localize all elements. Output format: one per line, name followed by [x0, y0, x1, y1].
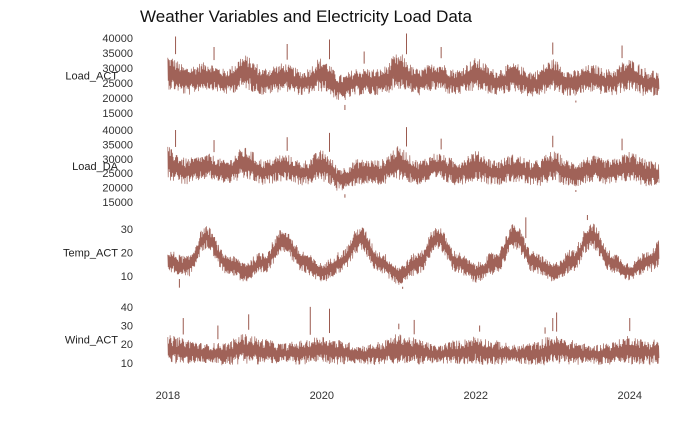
y-tick-label: 10: [121, 358, 133, 370]
y-tick-label: 30: [121, 321, 133, 333]
y-tick-label: 35000: [102, 48, 133, 60]
series-line: [167, 146, 660, 191]
panel-label: Wind_ACT: [65, 335, 118, 347]
y-tick-label: 20000: [102, 93, 133, 105]
chart-panels: Load_ACT150002000025000300003500040000Lo…: [63, 33, 660, 370]
panel-label: Temp_ACT: [63, 248, 118, 260]
y-tick-label: 30: [121, 224, 133, 236]
series-line: [167, 334, 660, 366]
panel-load-act: Load_ACT 15000 20000 25000 30000 35000 40000: [65, 33, 660, 120]
y-tick-label: 15000: [102, 197, 133, 209]
series-line: [167, 223, 660, 285]
x-tick-label: 2022: [464, 390, 488, 402]
y-tick-label: 20: [121, 339, 133, 351]
panel-load-da: Load_DA 15000 20000 25000 30000 35000 40000: [72, 125, 660, 209]
y-tick-label: 30000: [102, 63, 133, 75]
panel-label: Load_ACT: [65, 71, 118, 83]
x-axis: 2018 2020 2022 2024: [156, 390, 642, 402]
y-tick-label: 15000: [102, 108, 133, 120]
y-tick-label: 25000: [102, 168, 133, 180]
series-line: [167, 54, 660, 101]
panel-label: Load_DA: [72, 161, 119, 173]
y-tick-label: 10: [121, 271, 133, 283]
y-tick-label: 40000: [102, 33, 133, 45]
y-tick-label: 40: [121, 302, 133, 314]
y-tick-label: 35000: [102, 139, 133, 151]
y-tick-label: 30000: [102, 154, 133, 166]
x-tick-label: 2020: [310, 390, 334, 402]
y-tick-label: 40000: [102, 125, 133, 137]
y-tick-label: 20000: [102, 183, 133, 195]
chart-title: Weather Variables and Electricity Load D…: [140, 7, 473, 26]
y-tick-label: 20: [121, 248, 133, 260]
x-tick-label: 2018: [156, 390, 180, 402]
x-tick-label: 2024: [618, 390, 642, 402]
y-tick-label: 25000: [102, 78, 133, 90]
